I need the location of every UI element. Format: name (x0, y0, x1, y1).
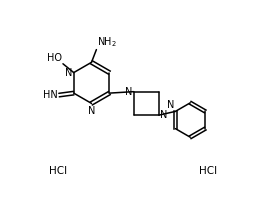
Text: HCl: HCl (199, 166, 217, 176)
Text: NH$_2$: NH$_2$ (97, 35, 117, 49)
Text: HN: HN (43, 90, 58, 100)
Text: N: N (65, 68, 72, 78)
Text: N: N (125, 87, 133, 97)
Text: HCl: HCl (49, 166, 68, 176)
Text: N: N (160, 110, 167, 120)
Text: HO: HO (47, 53, 62, 63)
Text: N: N (88, 106, 95, 116)
Text: N: N (167, 100, 174, 111)
